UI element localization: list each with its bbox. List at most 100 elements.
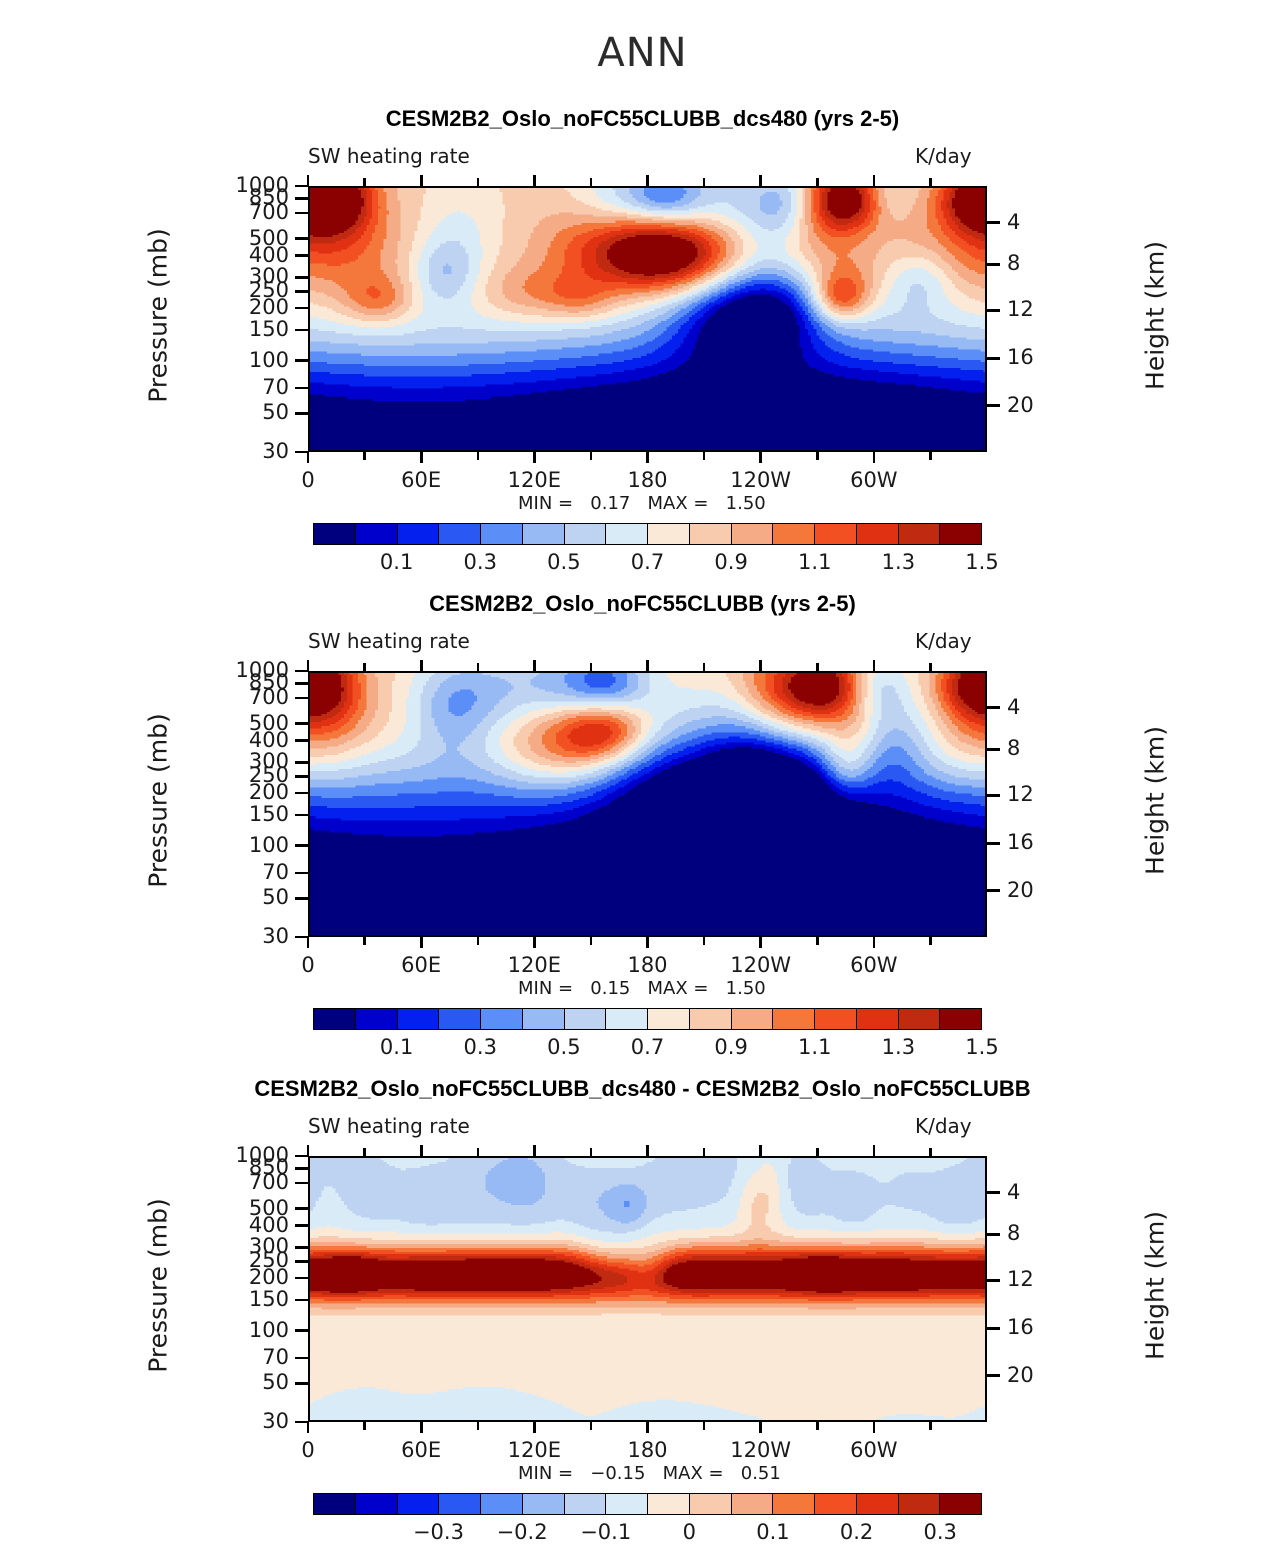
colorbar-tick-label: 0.7 (631, 550, 664, 574)
longitude-tick-label: 120E (474, 468, 594, 492)
pressure-tick (295, 212, 308, 215)
panel-title: CESM2B2_Oslo_noFC55CLUBB_dcs480 - CESM2B… (0, 1076, 1285, 1102)
pressure-tick (295, 739, 308, 742)
longitude-tick (307, 1422, 310, 1433)
longitude-tick-top (533, 1145, 536, 1156)
pressure-tick-label: 100 (213, 833, 289, 857)
pressure-tick (295, 1299, 308, 1302)
longitude-tick (759, 937, 762, 948)
longitude-tick-label: 180 (588, 953, 708, 977)
plot-area (308, 671, 987, 937)
colorbar-tick-label: 0.9 (714, 550, 747, 574)
longitude-tick-top (816, 1148, 819, 1156)
longitude-tick (477, 452, 480, 460)
longitude-tick-top (533, 175, 536, 186)
colorbar-tick-label: 1.5 (965, 550, 998, 574)
height-tick (987, 404, 1000, 407)
height-tick-label: 16 (1007, 345, 1034, 369)
longitude-tick (590, 1422, 593, 1430)
pressure-tick (295, 761, 308, 764)
pressure-tick-label: 300 (213, 1234, 289, 1258)
colorbar-swatch (732, 1494, 774, 1514)
longitude-tick-top (307, 660, 310, 671)
height-tick (987, 221, 1000, 224)
longitude-tick-top (646, 660, 649, 671)
panel-title: CESM2B2_Oslo_noFC55CLUBB (yrs 2-5) (0, 591, 1285, 617)
height-tick (987, 263, 1000, 266)
pressure-tick (295, 792, 308, 795)
longitude-tick-label: 120W (701, 1438, 821, 1462)
colorbar-tick-label: 0.7 (631, 1035, 664, 1059)
longitude-tick (533, 1422, 536, 1433)
height-tick (987, 1327, 1000, 1330)
colorbar-tick-label: 0.1 (380, 550, 413, 574)
longitude-tick-top (363, 663, 366, 671)
pressure-tick-label: 70 (213, 1345, 289, 1369)
colorbar-swatch (565, 1494, 607, 1514)
colorbar-swatch (899, 1009, 941, 1029)
longitude-tick (420, 452, 423, 463)
colorbar-swatch (648, 524, 690, 544)
units-label: K/day (915, 144, 972, 168)
longitude-tick-top (703, 178, 706, 186)
longitude-tick-top (703, 663, 706, 671)
longitude-tick-top (420, 660, 423, 671)
pressure-tick (295, 254, 308, 257)
colorbar-tick-label: 1.5 (965, 1035, 998, 1059)
longitude-tick (929, 452, 932, 460)
longitude-tick-top (873, 660, 876, 671)
colorbar-swatch (815, 524, 857, 544)
colorbar-swatch (356, 1494, 398, 1514)
pressure-tick (295, 387, 308, 390)
longitude-tick-top (873, 175, 876, 186)
longitude-tick (816, 452, 819, 460)
longitude-tick-label: 60E (361, 953, 481, 977)
height-tick-label: 12 (1007, 297, 1034, 321)
pressure-tick-label: 300 (213, 749, 289, 773)
colorbar-swatch (606, 1009, 648, 1029)
variable-label: SW heating rate (308, 629, 470, 653)
colorbar-swatch (481, 1494, 523, 1514)
longitude-tick-top (873, 1145, 876, 1156)
pressure-tick-label: 150 (213, 317, 289, 341)
longitude-tick (477, 937, 480, 945)
pressure-tick-label: 1000 (213, 1143, 289, 1167)
longitude-tick-label: 60W (814, 1438, 934, 1462)
longitude-tick (816, 1422, 819, 1430)
pressure-tick-label: 70 (213, 860, 289, 884)
longitude-tick-label: 120W (701, 468, 821, 492)
colorbar-swatch (523, 524, 565, 544)
height-tick-label: 8 (1007, 251, 1020, 275)
colorbar-tick-label: 0.3 (464, 1035, 497, 1059)
colorbar-swatch (732, 1009, 774, 1029)
colorbar-tick-label: 0.1 (380, 1035, 413, 1059)
longitude-tick-top (929, 663, 932, 671)
colorbar-swatch (690, 1494, 732, 1514)
longitude-tick-label: 60W (814, 468, 934, 492)
longitude-tick-label: 60W (814, 953, 934, 977)
pressure-tick-label: 70 (213, 375, 289, 399)
longitude-tick-top (307, 175, 310, 186)
pressure-tick (295, 697, 308, 700)
colorbar (313, 1008, 982, 1030)
height-tick (987, 706, 1000, 709)
colorbar-swatch (314, 1009, 356, 1029)
colorbar-tick-label: −0.2 (497, 1520, 548, 1544)
longitude-tick-label: 60E (361, 468, 481, 492)
pressure-tick (295, 897, 308, 900)
longitude-tick-top (646, 1145, 649, 1156)
panel-title: CESM2B2_Oslo_noFC55CLUBB_dcs480 (yrs 2-5… (0, 106, 1285, 132)
height-tick (987, 309, 1000, 312)
min-max-annotation: MIN = 0.17 MAX = 1.50 (518, 493, 766, 514)
colorbar-tick-label: 1.3 (882, 550, 915, 574)
longitude-tick-label: 180 (588, 468, 708, 492)
pressure-tick (295, 1207, 308, 1210)
longitude-tick-label: 0 (248, 468, 368, 492)
colorbar-tick-label: 0.2 (840, 1520, 873, 1544)
colorbar-swatch (314, 1494, 356, 1514)
longitude-tick-top (590, 178, 593, 186)
pressure-tick (295, 872, 308, 875)
height-tick (987, 794, 1000, 797)
longitude-tick-top (759, 1145, 762, 1156)
